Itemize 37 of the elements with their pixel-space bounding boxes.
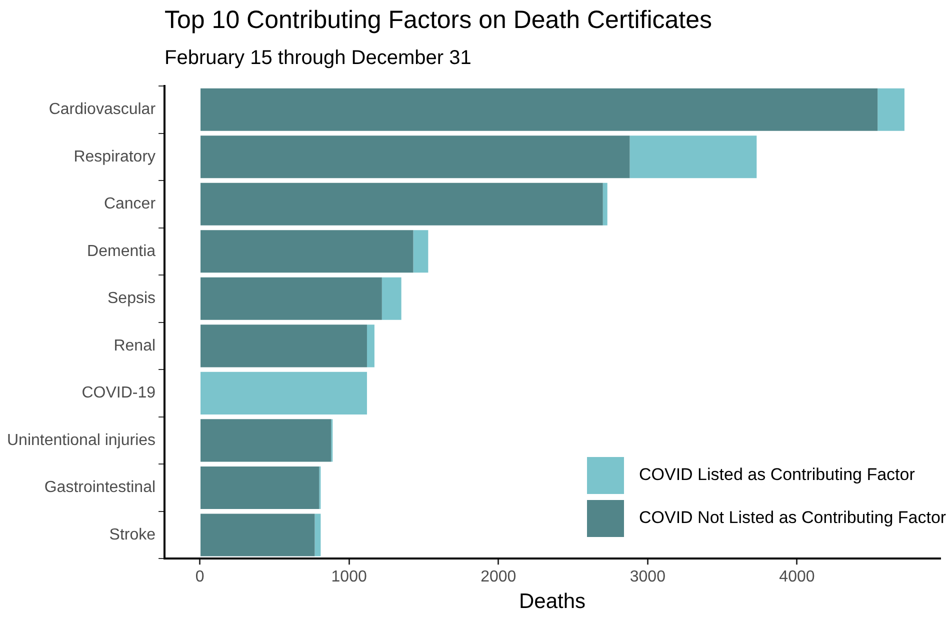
bar: [200, 182, 603, 226]
y-tick-label: Sepsis: [108, 290, 156, 308]
x-tick-label: 1000: [331, 568, 367, 586]
bar: [200, 514, 315, 556]
bar: [413, 230, 428, 273]
bar: [200, 466, 320, 509]
y-tick-label: Renal: [114, 337, 156, 354]
legend-label: COVID Not Listed as Contributing Factor: [639, 508, 946, 528]
bar: [200, 136, 630, 178]
bar: [878, 88, 904, 131]
bar: [200, 277, 382, 320]
x-tick-label: 3000: [630, 568, 666, 586]
y-tick-label: Cardiovascular: [48, 101, 156, 118]
x-tick-label: 4000: [779, 568, 815, 586]
bar: [602, 182, 608, 226]
y-tick-label: Cancer: [104, 196, 156, 213]
bar: [200, 372, 367, 414]
y-tick-label: Stroke: [109, 526, 156, 544]
bar: [200, 324, 367, 368]
bar: [314, 514, 321, 556]
legend-label: COVID Listed as Contributing Factor: [639, 465, 915, 486]
bar: [382, 277, 402, 320]
bar: [200, 88, 878, 131]
y-tick-label: COVID-19: [82, 384, 156, 402]
bar: [366, 324, 374, 368]
bar: [200, 230, 414, 273]
x-axis-title: Deaths: [518, 590, 586, 614]
y-tick-label: Gastrointestinal: [44, 479, 156, 496]
y-tick-label: Dementia: [87, 242, 156, 260]
x-tick-label: 2000: [480, 568, 516, 586]
x-tick-label: 0: [195, 568, 204, 586]
bar: [200, 419, 332, 462]
chart-subtitle: February 15 through December 31: [164, 47, 472, 70]
y-tick-label: Unintentional injuries: [7, 432, 156, 449]
chart-title: Top 10 Contributing Factors on Death Certificates: [164, 6, 712, 35]
y-tick-label: Respiratory: [74, 148, 156, 166]
bar: [630, 136, 757, 178]
